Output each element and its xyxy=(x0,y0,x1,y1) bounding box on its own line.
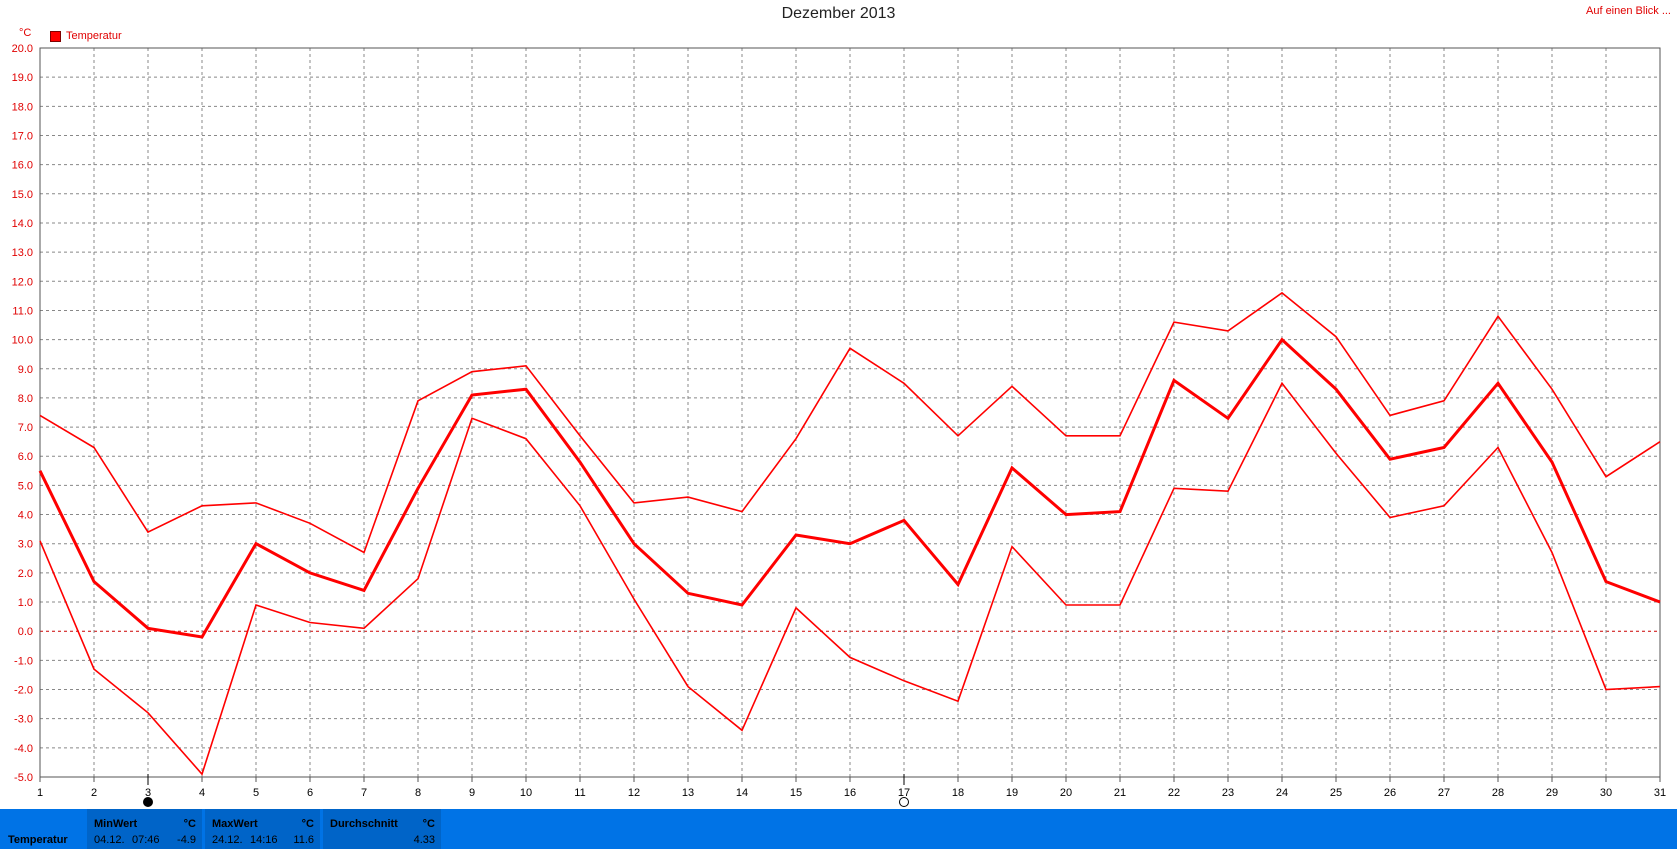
y-tick-label: 1.0 xyxy=(18,597,33,609)
y-tick-label: 2.0 xyxy=(18,568,33,580)
max-time: 14:16 xyxy=(250,834,278,846)
y-tick-label: 0.0 xyxy=(18,626,33,638)
y-tick-label: 9.0 xyxy=(18,364,33,376)
tick-labels: -5.0 -4.0 -3.0 -2.0 -1.0 0.0 1.0 2.0 3.0 4.0 5.0 6.… xyxy=(12,43,1667,799)
x-tick-label: 20 xyxy=(1060,787,1072,799)
y-tick-label: 17.0 xyxy=(12,130,33,142)
overview-link[interactable]: Auf einen Blick ... xyxy=(1586,5,1671,17)
min-time: 07:46 xyxy=(132,834,160,846)
x-tick-label: 4 xyxy=(199,787,205,799)
y-tick-label: 8.0 xyxy=(18,393,33,405)
x-tick-label: 29 xyxy=(1546,787,1558,799)
y-tick-label: 7.0 xyxy=(18,422,33,434)
x-tick-label: 30 xyxy=(1600,787,1612,799)
x-tick-label: 27 xyxy=(1438,787,1450,799)
x-tick-label: 21 xyxy=(1114,787,1126,799)
stats-bar: Temperatur MinWert °C 04.12. 07:46 -4.9 … xyxy=(0,809,1677,849)
x-tick-label: 13 xyxy=(682,787,694,799)
min-cell: MinWert °C 04.12. 07:46 -4.9 xyxy=(87,809,202,849)
avg-header: Durchschnitt xyxy=(330,818,398,830)
legend: Temperatur xyxy=(50,30,122,42)
x-tick-label: 1 xyxy=(37,787,43,799)
chart-title: Dezember 2013 xyxy=(781,5,896,22)
max-value: 11.6 xyxy=(293,834,314,846)
y-tick-label: 12.0 xyxy=(12,276,33,288)
min-header: MinWert xyxy=(94,818,138,830)
y-tick-label: 6.0 xyxy=(18,451,33,463)
new-moon-icon xyxy=(143,797,153,807)
y-axis-unit: °C xyxy=(19,27,32,39)
y-tick-label: 11.0 xyxy=(12,305,33,317)
x-tick-label: 11 xyxy=(574,787,585,799)
x-tick-label: 7 xyxy=(361,787,367,799)
y-tick-label: -4.0 xyxy=(14,743,33,755)
y-tick-label: -2.0 xyxy=(14,685,33,697)
y-tick-label: 16.0 xyxy=(12,160,33,172)
y-tick-label: -1.0 xyxy=(14,655,33,667)
stats-row-label: Temperatur xyxy=(8,834,68,846)
y-tick-label: -3.0 xyxy=(14,714,33,726)
x-tick-label: 12 xyxy=(628,787,640,799)
x-tick-label: 24 xyxy=(1276,787,1288,799)
y-tick-label: 19.0 xyxy=(12,72,33,84)
x-tick-label: 2 xyxy=(91,787,97,799)
x-tick-label: 28 xyxy=(1492,787,1504,799)
avg-value: 4.33 xyxy=(413,834,435,846)
x-tick-label: 22 xyxy=(1168,787,1180,799)
series-lines xyxy=(38,291,1661,776)
grid xyxy=(40,47,1660,778)
full-moon-icon xyxy=(899,797,909,807)
avg-unit: °C xyxy=(422,818,435,830)
y-tick-label: 5.0 xyxy=(18,480,33,492)
x-tick-label: 25 xyxy=(1330,787,1342,799)
y-tick-label: 20.0 xyxy=(12,43,33,55)
max-cell: MaxWert °C 24.12. 14:16 11.6 xyxy=(205,809,320,849)
x-tick-label: 16 xyxy=(844,787,856,799)
x-tick-label: 15 xyxy=(790,787,802,799)
x-tick-label: 5 xyxy=(253,787,259,799)
x-tick-label: 9 xyxy=(469,787,475,799)
x-tick-label: 18 xyxy=(952,787,964,799)
x-tick-label: 23 xyxy=(1222,787,1234,799)
min-date: 04.12. xyxy=(94,834,125,846)
x-tick-label: 17 xyxy=(898,787,910,799)
y-tick-label: 13.0 xyxy=(12,247,33,259)
min-value: -4.9 xyxy=(177,834,196,846)
max-unit: °C xyxy=(301,818,314,830)
max-date: 24.12. xyxy=(212,834,243,846)
avg-cell: Durchschnitt °C 4.33 xyxy=(323,809,441,849)
x-tick-label: 26 xyxy=(1384,787,1396,799)
x-tick-label: 3 xyxy=(145,787,151,799)
x-tick-label: 31 xyxy=(1654,787,1666,799)
series-line-mean xyxy=(38,337,1661,639)
legend-swatch xyxy=(50,30,61,42)
plot-frame xyxy=(39,47,1661,778)
y-tick-label: -5.0 xyxy=(14,772,33,784)
y-tick-label: 15.0 xyxy=(12,189,33,201)
series-line-min xyxy=(39,381,1661,776)
x-tick-label: 8 xyxy=(415,787,421,799)
x-tick-label: 14 xyxy=(736,787,748,799)
x-tick-label: 10 xyxy=(520,787,532,799)
x-tick-label: 19 xyxy=(1006,787,1018,799)
x-tick-label: 6 xyxy=(307,787,313,799)
y-tick-label: 10.0 xyxy=(12,335,33,347)
temperature-chart: -5.0 -4.0 -3.0 -2.0 -1.0 0.0 1.0 2.0 3.0 4.0 5.0 6.… xyxy=(12,43,1667,807)
max-header: MaxWert xyxy=(212,818,258,830)
y-tick-label: 18.0 xyxy=(12,101,33,113)
min-unit: °C xyxy=(183,818,196,830)
y-tick-label: 14.0 xyxy=(12,218,33,230)
y-tick-label: 3.0 xyxy=(18,539,33,551)
y-tick-label: 4.0 xyxy=(18,510,33,522)
legend-label: Temperatur xyxy=(66,30,122,42)
series-line-max xyxy=(39,291,1661,554)
axes xyxy=(39,47,1661,807)
